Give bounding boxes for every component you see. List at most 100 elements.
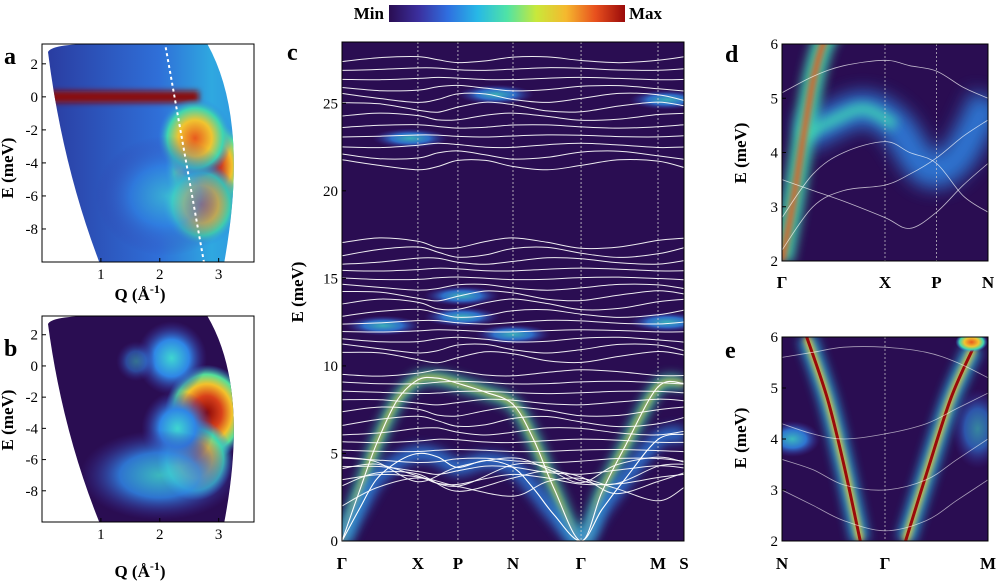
panel-c-kpoint-label: Γ xyxy=(337,554,348,573)
panel-c-optical-intensity xyxy=(628,89,684,110)
panel-letter-c: c xyxy=(287,40,298,66)
panel-d-ytick-label: 4 xyxy=(771,146,779,162)
panel-a-ylabel: E (meV) xyxy=(0,138,17,199)
panel-a-frame xyxy=(41,43,255,263)
panel-c-optical-branch xyxy=(342,457,684,464)
panel-e-kpoint-label: Γ xyxy=(880,554,891,573)
panel-d-branch xyxy=(782,163,988,229)
panel-e-branch xyxy=(782,392,988,440)
panel-a-ytick-label: -2 xyxy=(26,123,39,139)
panel-c-ytick-label: 25 xyxy=(323,96,338,112)
panel-e-ytick-label: 4 xyxy=(771,432,779,448)
panel-c-kpoint-label: P xyxy=(453,554,463,573)
panel-e-kpoint-label: N xyxy=(776,554,789,573)
panel-b-heatmap: 1 2 3 2 0 -2 -4 -6 -8 E (meV) Q (Å-1) xyxy=(0,315,255,581)
panel-b-ytick-label: -8 xyxy=(26,484,39,500)
panel-c-ta-branch xyxy=(342,433,684,541)
panel-e-branch xyxy=(782,346,988,379)
panel-c-optical-branch xyxy=(342,308,684,318)
colorbar-max-label: Max xyxy=(629,4,663,23)
panel-c-kpoint-label: Γ xyxy=(576,554,587,573)
panel-e-ylabel: E (meV) xyxy=(731,408,750,469)
panel-c-optical-branch xyxy=(342,67,684,71)
panel-c-optical-branch xyxy=(342,336,684,343)
panel-c-optical-branch xyxy=(342,76,684,81)
panel-c-optical-intensity xyxy=(628,312,684,333)
panel-d-plot-area xyxy=(782,44,988,261)
panel-e-intensity-spot xyxy=(955,337,988,353)
panel-d-kpoint-label: X xyxy=(879,273,892,292)
panel-c-optical-branch xyxy=(342,343,684,354)
panel-e-diffuse-intensity xyxy=(782,421,821,457)
panel-letter-e: e xyxy=(725,338,736,364)
panel-d-branch xyxy=(782,119,988,251)
panel-d-branch xyxy=(782,59,988,99)
panel-b-frame xyxy=(41,315,255,523)
panel-d-kpoint-label: Γ xyxy=(777,273,788,292)
panel-a-ytick-label: 2 xyxy=(31,57,39,73)
colorbar-min-label: Min xyxy=(354,4,385,23)
panel-c-optical-branch xyxy=(342,415,684,428)
panel-c-optical-branch xyxy=(342,465,684,475)
panel-c-optical-branch xyxy=(342,427,684,436)
panel-c-low-branch xyxy=(342,462,684,487)
panel-d-ytick-label: 2 xyxy=(771,254,779,270)
panel-d-dispersion: 2 3 4 5 6 Γ X P N E (meV) xyxy=(731,37,995,292)
panel-e-branch xyxy=(782,438,988,491)
panel-c-ytick-label: 10 xyxy=(323,359,338,375)
panel-b-ytick-label: -4 xyxy=(26,421,39,437)
panel-a-cut-line xyxy=(164,47,205,262)
panel-c-optical-branch xyxy=(342,55,684,64)
panel-e-left-branch-core xyxy=(805,337,862,541)
panel-d-ylabel: E (meV) xyxy=(731,123,750,184)
panel-a-diffuse-intensity xyxy=(95,135,234,256)
panel-c-la-branch xyxy=(342,376,684,541)
panel-c-optical-branch xyxy=(342,257,684,265)
panel-c-optical-branch xyxy=(342,142,684,149)
panel-c-optical-branch xyxy=(342,448,684,453)
panel-a-elastic-line xyxy=(48,90,199,103)
panel-e-kpoint-label: M xyxy=(980,554,996,573)
panel-b-diffuse-intensity xyxy=(116,341,157,382)
panel-c-low-branch xyxy=(342,470,684,495)
panel-d-ytick-label: 3 xyxy=(771,200,779,216)
panel-c-optical-branch xyxy=(342,101,684,113)
panel-d-bright-intensity-core xyxy=(782,44,827,261)
panel-a-plot-area xyxy=(48,44,234,262)
panel-c-ytick-label: 20 xyxy=(323,184,338,200)
panel-b-ytick-label: -2 xyxy=(26,390,39,406)
panel-c-ylabel: E (meV) xyxy=(288,262,307,323)
panel-b-xtick-label: 3 xyxy=(215,527,223,543)
panel-b-xtick-label: 1 xyxy=(97,527,105,543)
panel-e-ytick-label: 5 xyxy=(771,381,779,397)
panel-c-kpoint-label: S xyxy=(679,554,688,573)
panel-c-optical-branch xyxy=(342,350,684,364)
panel-c-optical-branch xyxy=(342,124,684,129)
panel-c-optical-branch xyxy=(342,438,684,444)
panel-c-optical-branch xyxy=(342,329,684,333)
panel-d-ytick-label: 5 xyxy=(771,91,779,107)
panel-b-diffuse-intensity xyxy=(79,430,234,521)
panel-b-ytick-label: 0 xyxy=(31,359,39,375)
panel-b-xtick-label: 2 xyxy=(156,527,164,543)
panel-d-broad-intensity-core xyxy=(799,103,899,142)
panel-c-optical-branch xyxy=(342,134,684,138)
panel-c-optical-branch xyxy=(342,390,684,395)
panel-c-optical-branch xyxy=(342,398,684,406)
panel-c-kpoint-label: N xyxy=(507,554,520,573)
panel-e-dispersion: 2 3 4 5 6 N Γ M E (meV) xyxy=(731,330,996,573)
panel-e-plot-area xyxy=(782,337,988,541)
panel-a-ytick-label: -4 xyxy=(26,156,39,172)
panel-d-kpoint-label: P xyxy=(931,273,941,292)
panel-a-ytick-label: -8 xyxy=(26,222,39,238)
colorbar: Min Max xyxy=(354,4,663,23)
panel-letter-a: a xyxy=(4,44,16,70)
panel-c-optical-intensity xyxy=(372,128,449,149)
panel-c-optical-branch xyxy=(342,369,684,377)
panel-e-diffuse-intensity xyxy=(951,388,988,469)
panel-a-heatmap: 1 2 3 2 0 -2 -4 -6 -8 E (meV) Q (Å-1) xyxy=(0,43,255,304)
panel-b-intensity-spot xyxy=(136,321,207,396)
panel-d-ytick-label: 6 xyxy=(771,37,779,53)
panel-c-ytick-label: 5 xyxy=(331,446,339,462)
